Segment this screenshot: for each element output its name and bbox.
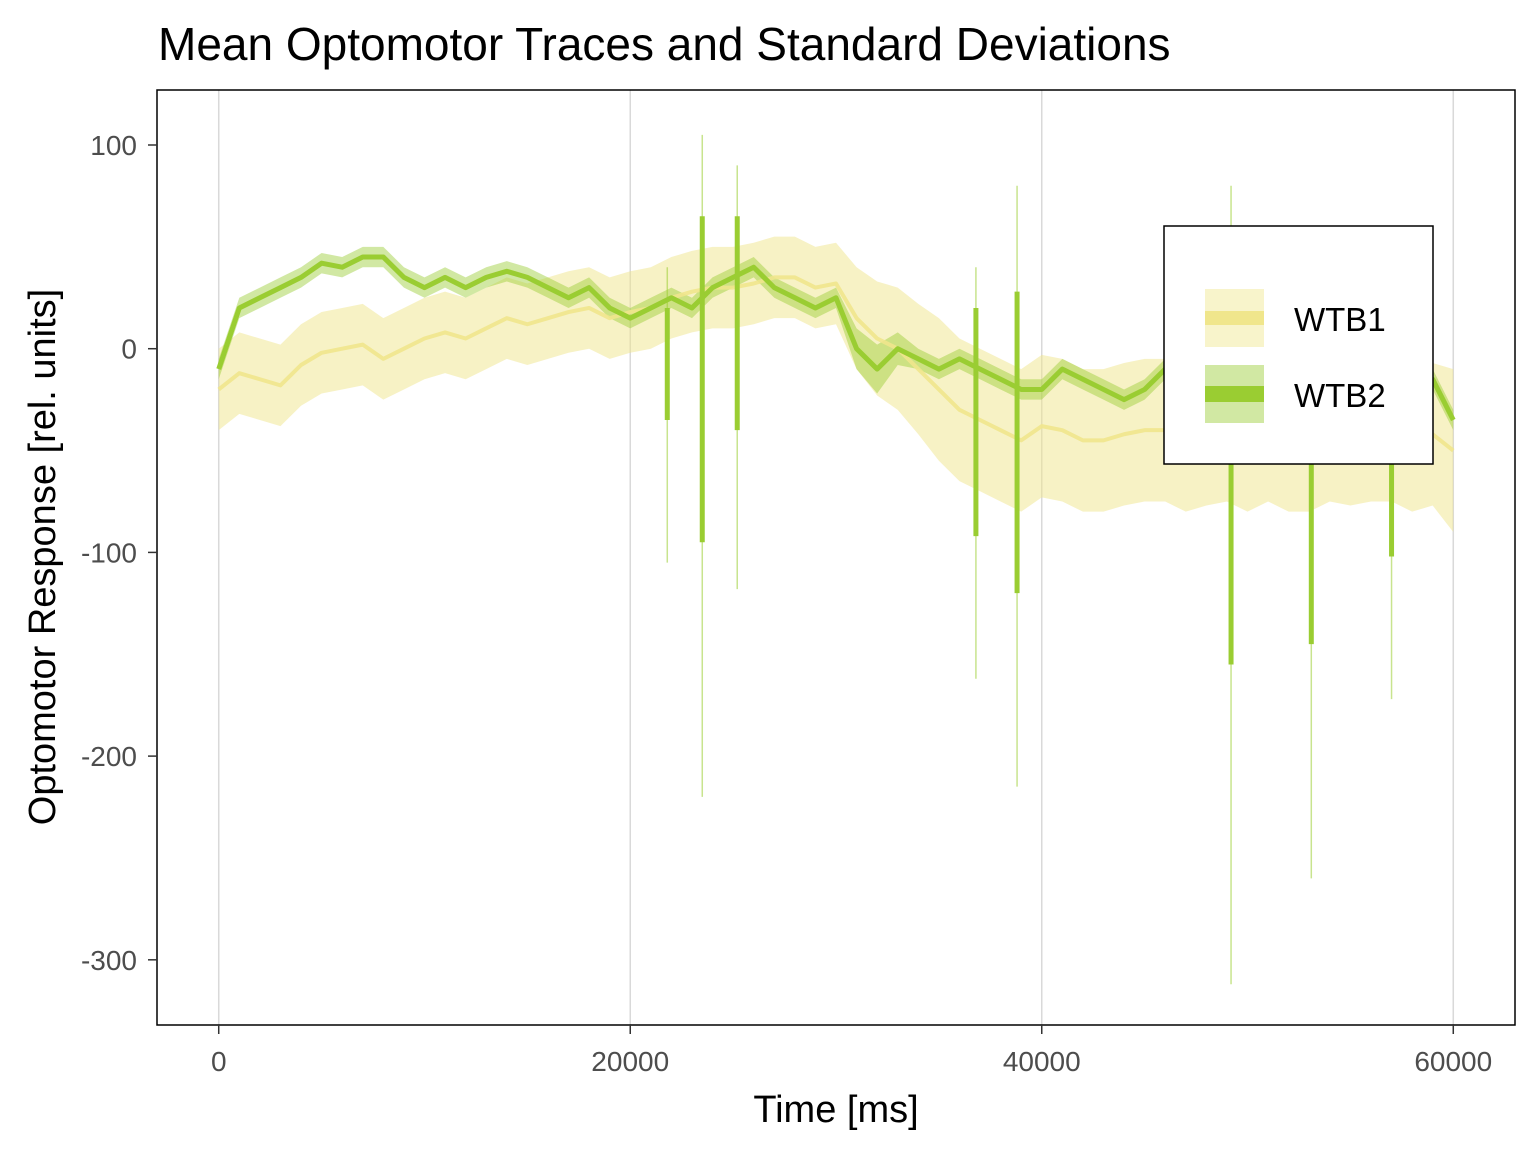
y-axis-title: Optomotor Response [rel. units]: [22, 289, 64, 825]
chart-title: Mean Optomotor Traces and Standard Devia…: [158, 18, 1171, 70]
x-tick-label-1: 20000: [591, 1046, 669, 1077]
x-axis-title: Time [ms]: [753, 1089, 918, 1131]
plot-panel-border: [156, 89, 1516, 1026]
y-tick-label-3: -200: [81, 741, 137, 772]
legend-label-wtb1: WTB1: [1294, 301, 1386, 338]
y-tick-label-0: 100: [90, 130, 137, 161]
sd-band-wtb1: [218, 236, 1454, 533]
y-axis: 100 0 -100 -200 -300: [81, 130, 157, 976]
x-tick-label-3: 60000: [1414, 1046, 1492, 1077]
legend-label-wtb2: WTB2: [1294, 377, 1386, 414]
x-tick-label-0: 0: [211, 1046, 227, 1077]
x-axis: 0 20000 40000 60000: [211, 1025, 1492, 1077]
y-tick-label-2: -100: [81, 537, 137, 568]
gridlines: [217, 90, 1455, 1025]
legend-box: [1163, 225, 1434, 465]
y-tick-label-4: -300: [81, 945, 137, 976]
x-tick-label-2: 40000: [1003, 1046, 1081, 1077]
legend: WTB1 WTB2: [1163, 225, 1434, 465]
y-tick-label-1: 0: [121, 334, 137, 365]
sd-band-wtb2: [218, 246, 1454, 431]
